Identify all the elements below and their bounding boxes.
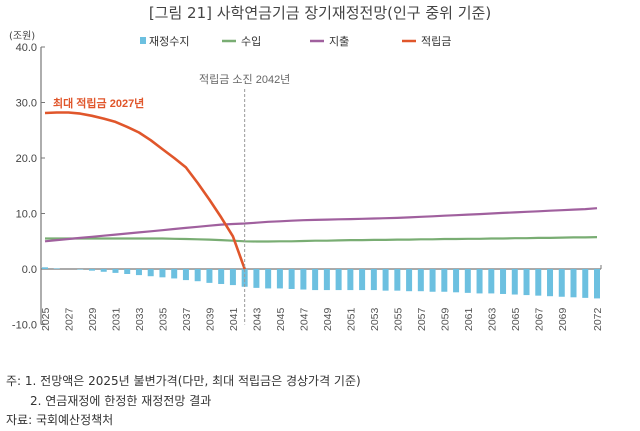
bar-2037 <box>182 269 189 281</box>
note-1: 주: 1. 전망액은 2025년 불변가격(다만, 최대 적립금은 경상가격 기… <box>6 374 361 388</box>
bar-2039 <box>206 269 213 283</box>
x-tick-label: 2069 <box>557 307 569 331</box>
bar-2071 <box>582 269 589 298</box>
bar-2061 <box>464 269 471 293</box>
bar-2052 <box>359 269 366 291</box>
x-tick-label: 2037 <box>181 307 193 331</box>
x-tick-label: 2072 <box>592 307 604 331</box>
bar-2059 <box>441 269 448 292</box>
legend-label-지출: 지출 <box>329 35 349 48</box>
x-tick-label: 2043 <box>251 307 263 331</box>
x-tick-label: 2025 <box>40 307 52 331</box>
bar-2045 <box>276 269 283 289</box>
x-tick-label: 2033 <box>134 307 146 331</box>
bar-2070 <box>570 269 577 298</box>
x-tick-label: 2057 <box>416 307 428 331</box>
note-2: 2. 연금재정에 한정한 재정전망 결과 <box>30 394 212 408</box>
line-수입 <box>45 236 598 243</box>
bar-2034 <box>147 269 154 277</box>
bar-2057 <box>417 269 424 292</box>
bar-2041 <box>229 269 236 286</box>
x-tick-label: 2061 <box>463 307 475 331</box>
bar-2065 <box>511 269 518 295</box>
x-tick-label: 2065 <box>510 307 522 331</box>
bar-2055 <box>394 269 401 291</box>
y-tick-label: 30.0 <box>16 98 37 110</box>
bar-2044 <box>265 269 272 289</box>
bar-2035 <box>159 269 166 278</box>
legend-label-재정수지: 재정수지 <box>149 35 189 48</box>
bar-2038 <box>194 269 201 282</box>
y-tick-label: -10.0 <box>12 320 37 332</box>
bar-2032 <box>124 269 131 274</box>
x-tick-label: 2045 <box>275 307 287 331</box>
bar-2040 <box>218 269 225 284</box>
bar-2047 <box>300 269 307 290</box>
bar-2030 <box>100 269 107 272</box>
y-tick-label: 40.0 <box>16 42 37 54</box>
bar-2051 <box>347 269 354 291</box>
bar-2067 <box>535 269 542 296</box>
x-tick-label: 2027 <box>63 307 75 331</box>
x-tick-label: 2041 <box>228 307 240 331</box>
x-tick-label: 2063 <box>486 307 498 331</box>
x-tick-label: 2051 <box>345 307 357 331</box>
x-tick-label: 2035 <box>157 307 169 331</box>
bar-2033 <box>135 269 142 276</box>
x-tick-label: 2049 <box>322 307 334 331</box>
bar-2050 <box>335 269 342 291</box>
source-note: 자료: 국회예산정책처 <box>6 413 114 427</box>
bar-2042 <box>241 269 248 287</box>
legend-label-수입: 수입 <box>241 35 261 48</box>
bar-2058 <box>429 269 436 292</box>
line-적립금 <box>44 111 246 270</box>
bar-2068 <box>547 269 554 297</box>
bar-2056 <box>406 269 413 292</box>
chart-title: [그림 21] 사학연금기금 장기재정전망(인구 중위 기준) <box>148 4 492 22</box>
bar-2069 <box>558 269 565 297</box>
bar-2046 <box>288 269 295 289</box>
bar-2064 <box>500 269 507 294</box>
x-tick-label: 2067 <box>533 307 545 331</box>
chart-area: 40.0 30.0 20.0 10.0 0.0 -10.0 2025 2027 2029 2031… <box>12 35 604 332</box>
bar-2062 <box>476 269 483 294</box>
y-axis-unit: (조원) <box>9 31 36 42</box>
bar-2063 <box>488 269 495 294</box>
x-tick-label: 2031 <box>110 307 122 331</box>
x-tick-label: 2047 <box>298 307 310 331</box>
bar-2049 <box>323 269 330 291</box>
bar-2026 <box>53 268 60 269</box>
bar-2054 <box>382 269 389 291</box>
x-tick-label: 2039 <box>204 307 216 331</box>
x-tick-label: 2053 <box>369 307 381 331</box>
y-tick-label: 0.0 <box>22 264 37 276</box>
bar-2025 <box>42 267 48 269</box>
bar-2028 <box>77 269 84 270</box>
bar-2029 <box>88 269 95 271</box>
bar-2043 <box>253 269 260 288</box>
bar-2036 <box>171 269 178 279</box>
legend-label-적립금: 적립금 <box>421 35 451 48</box>
bar-2072 <box>594 269 600 299</box>
y-tick-label: 20.0 <box>16 153 37 165</box>
annotation-depletion: 적립금 소진 2042년 <box>199 73 290 86</box>
bar-2053 <box>370 269 377 291</box>
x-tick-label: 2059 <box>439 307 451 331</box>
x-tick-label: 2029 <box>87 307 99 331</box>
bar-2031 <box>112 269 119 273</box>
y-tick-label: 10.0 <box>16 209 37 221</box>
bar-2066 <box>523 269 530 296</box>
x-tick-label: 2055 <box>392 307 404 331</box>
bar-2048 <box>312 269 319 291</box>
line-지출 <box>44 207 598 243</box>
bar-2060 <box>453 269 460 293</box>
annotation-max-fund: 최대 적립금 2027년 <box>53 96 144 110</box>
legend-swatch-재정수지 <box>140 37 146 44</box>
